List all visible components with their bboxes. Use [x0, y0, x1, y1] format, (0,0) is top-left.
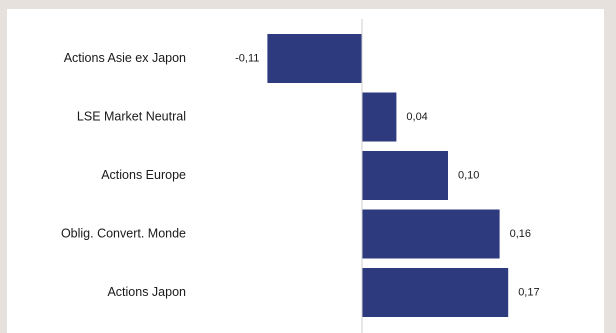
value-label-0: -0,11 — [235, 52, 259, 64]
value-label-1: 0,04 — [406, 111, 427, 123]
bar-4 — [362, 268, 509, 317]
category-label-2: Actions Europe — [101, 168, 186, 182]
category-label-4: Actions Japon — [107, 285, 186, 299]
bar-1 — [362, 92, 397, 142]
chart-panel: Actions Asie ex Japon -0,11 LSE Market Neu… — [7, 9, 604, 333]
value-label-3: 0,16 — [510, 228, 531, 240]
bar-0 — [267, 34, 362, 83]
bar-chart: Actions Asie ex Japon -0,11 LSE Market Neu… — [61, 19, 540, 333]
category-label-3: Oblig. Convert. Monde — [61, 226, 186, 240]
bar-2 — [362, 151, 448, 200]
bar-3 — [362, 209, 500, 259]
category-label-1: LSE Market Neutral — [77, 109, 186, 123]
category-label-0: Actions Asie ex Japon — [64, 51, 186, 65]
value-label-4: 0,17 — [518, 286, 539, 298]
value-label-2: 0,10 — [458, 169, 479, 181]
